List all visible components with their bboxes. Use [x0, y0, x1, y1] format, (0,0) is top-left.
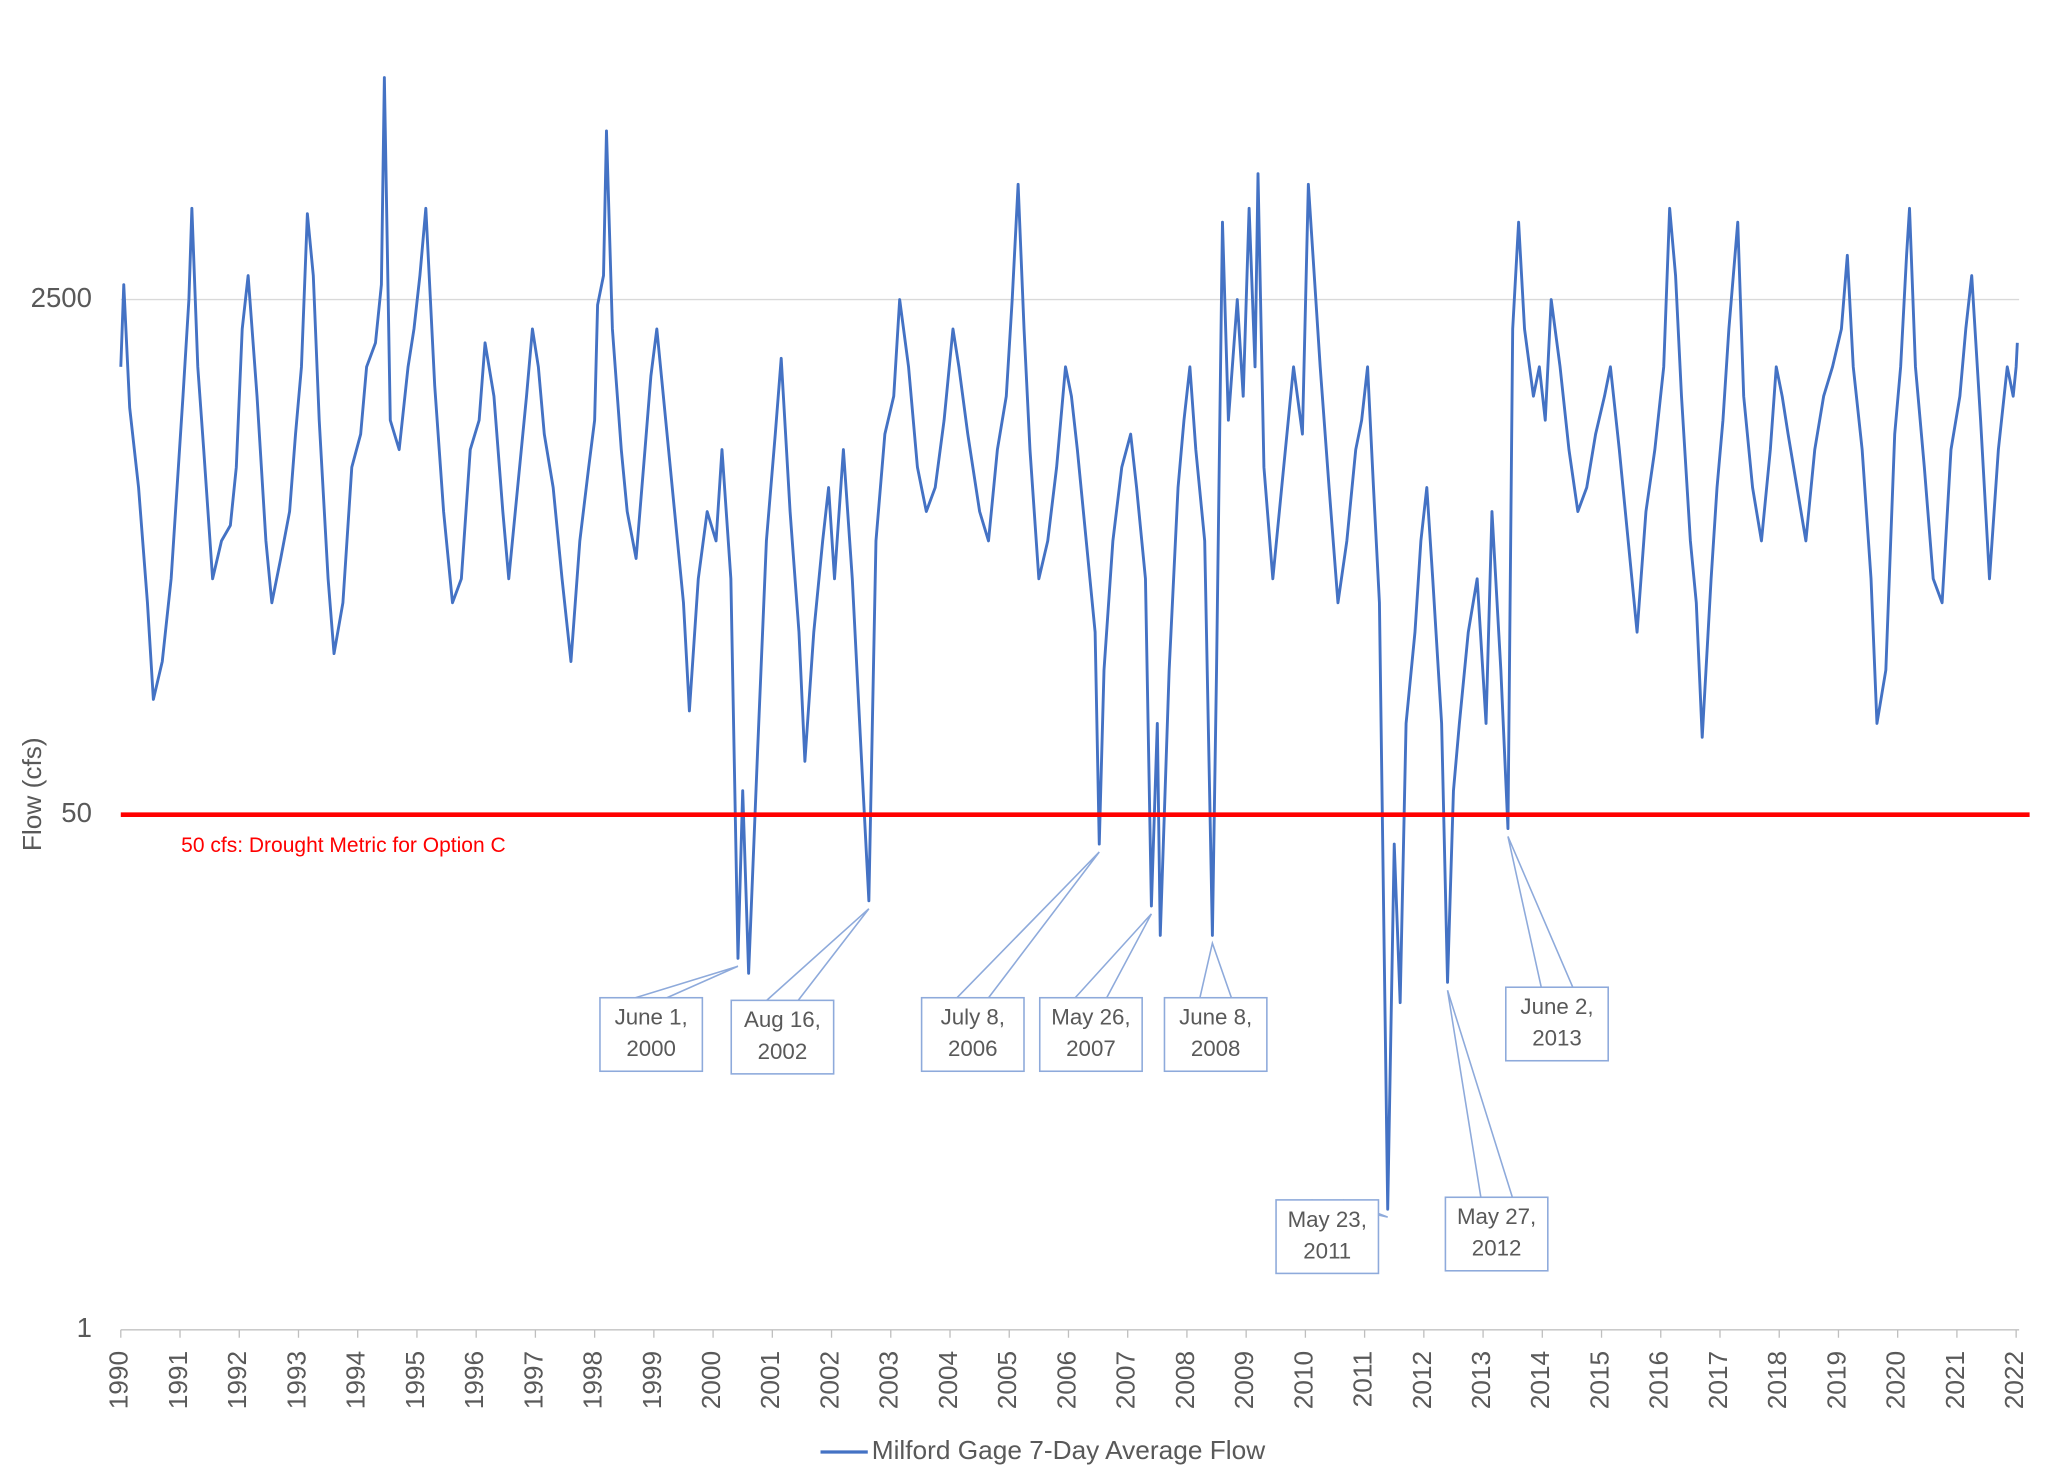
x-tick-label: 2011 — [1348, 1351, 1378, 1407]
callout: June 8, 2008 — [1163, 940, 1268, 1073]
reference-label: 50 cfs: Drought Metric for Option C — [181, 834, 505, 857]
callout-box — [1163, 996, 1268, 1073]
x-tick-label: 2010 — [1288, 1351, 1318, 1409]
callout-label: 2013 — [1532, 1026, 1582, 1051]
x-tick-label: 2017 — [1703, 1351, 1733, 1409]
x-tick-label: 2006 — [1051, 1351, 1081, 1409]
callout-label: 2011 — [1303, 1238, 1351, 1263]
callout-pointer — [766, 908, 870, 1001]
y-tick-label: 1 — [77, 1312, 92, 1343]
callout: May 27, 2012 — [1444, 989, 1549, 1272]
x-tick-label: 2019 — [1821, 1351, 1851, 1409]
x-tick-label: 1999 — [637, 1351, 667, 1409]
x-tick-label: 2020 — [1881, 1351, 1911, 1409]
callout: June 1, 2000 — [599, 965, 739, 1073]
callout-label: 2006 — [948, 1036, 998, 1061]
x-tick-label: 2003 — [874, 1351, 904, 1409]
y-tick-label: 2500 — [31, 282, 92, 313]
x-tick-label: 2012 — [1407, 1351, 1437, 1409]
callout-label: 2012 — [1472, 1236, 1522, 1261]
x-tick-label: 1998 — [578, 1351, 608, 1409]
callout: May 26, 2007 — [1038, 913, 1153, 1073]
callout-label: July 8, — [941, 1005, 1005, 1030]
x-tick-label: 2002 — [814, 1351, 844, 1409]
legend-label: Milford Gage 7-Day Average Flow — [872, 1435, 1266, 1465]
x-tick-label: 2015 — [1584, 1351, 1614, 1409]
callout-box — [1275, 1199, 1380, 1275]
x-tick-label: 2016 — [1644, 1351, 1674, 1409]
series-line — [119, 76, 2019, 1211]
y-axis-label: Flow (cfs) — [17, 737, 47, 851]
x-tick-label: 2018 — [1762, 1351, 1792, 1409]
callout-box — [1505, 986, 1609, 1062]
callout-pointer — [1199, 940, 1233, 998]
x-tick-label: 2021 — [1940, 1351, 1970, 1409]
x-tick-label: 2022 — [1999, 1351, 2029, 1409]
callout-label: June 1, — [615, 1005, 688, 1030]
x-tick-label: 2004 — [933, 1351, 963, 1409]
callout-box — [1038, 996, 1143, 1073]
x-tick-label: 2000 — [696, 1351, 726, 1409]
callout-box — [920, 996, 1025, 1073]
callout-label: 2000 — [626, 1036, 676, 1061]
callout: Aug 16, 2002 — [730, 908, 870, 1075]
callout-label: 2008 — [1191, 1036, 1241, 1061]
callout: May 23, 2011 — [1275, 1199, 1388, 1275]
callout-pointer — [635, 965, 739, 999]
x-tick-label: 2014 — [1525, 1351, 1555, 1409]
callout-box — [730, 999, 835, 1075]
callout-box — [1444, 1196, 1549, 1272]
x-tick-label: 1993 — [281, 1351, 311, 1409]
x-tick-label: 1994 — [341, 1351, 371, 1409]
callout-label: June 8, — [1179, 1005, 1252, 1030]
callout-pointer — [1446, 989, 1514, 1198]
callout-label: May 23, — [1288, 1207, 1367, 1232]
callout: June 2, 2013 — [1505, 836, 1609, 1062]
callout-label: 2007 — [1066, 1036, 1116, 1061]
x-tick-label: 2007 — [1111, 1351, 1141, 1409]
callout-label: May 26, — [1051, 1005, 1130, 1030]
callout-label: 2002 — [758, 1039, 808, 1064]
callout: July 8, 2006 — [920, 851, 1100, 1073]
callout-label: Aug 16, — [744, 1007, 821, 1032]
x-tick-label: 2001 — [755, 1351, 785, 1409]
x-tick-label: 2013 — [1466, 1351, 1496, 1409]
x-tick-label: 1990 — [104, 1351, 134, 1409]
callout-pointer — [1074, 913, 1153, 999]
x-tick-label: 2005 — [992, 1351, 1022, 1409]
callout-label: June 2, — [1520, 994, 1593, 1019]
callout-label: May 27, — [1457, 1204, 1536, 1229]
x-tick-label: 1995 — [400, 1351, 430, 1409]
x-tick-label: 1991 — [163, 1351, 193, 1409]
x-tick-label: 1996 — [459, 1351, 489, 1409]
x-tick-label: 1992 — [222, 1351, 252, 1409]
callout-pointer — [1507, 836, 1574, 988]
x-tick-label: 2009 — [1229, 1351, 1259, 1409]
x-tick-label: 1997 — [518, 1351, 548, 1409]
callout-box — [599, 996, 704, 1073]
callout-pointer — [956, 851, 1100, 999]
y-tick-label: 50 — [61, 797, 92, 828]
x-tick-label: 2008 — [1170, 1351, 1200, 1409]
